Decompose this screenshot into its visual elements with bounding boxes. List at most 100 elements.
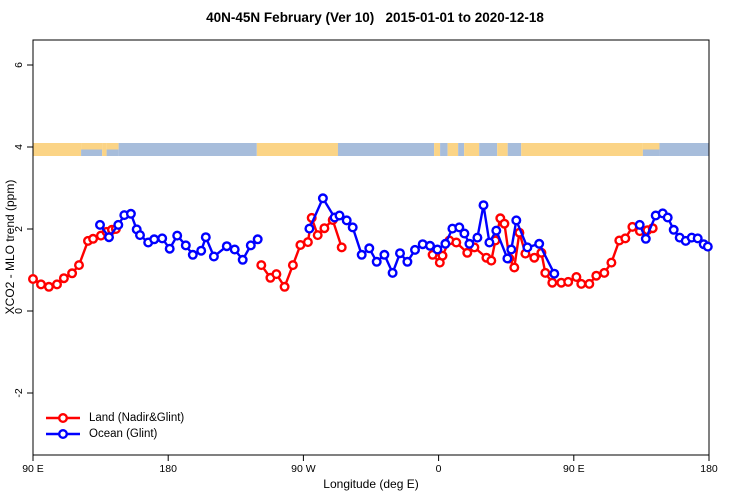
land-data-point: [606, 257, 617, 268]
map-strip-segment: [497, 143, 508, 156]
ocean-data-point: [371, 256, 382, 267]
ocean-data-point: [187, 249, 198, 260]
ocean-data-point: [304, 223, 315, 234]
ocean-data-point: [172, 230, 183, 241]
map-strip-segment: [81, 149, 103, 156]
land-data-point: [312, 230, 323, 241]
ocean-data-point: [668, 224, 679, 235]
legend-label: Land (Nadir&Glint): [89, 412, 185, 424]
land-data-point: [58, 273, 69, 284]
ocean-data-point: [506, 244, 517, 255]
land-data-point: [547, 277, 558, 288]
ocean-data-point: [356, 249, 367, 260]
land-data-point: [88, 233, 99, 244]
y-tick-label: 6: [13, 62, 25, 68]
ocean-data-point: [334, 210, 345, 221]
ocean-data-point: [464, 238, 475, 249]
land-data-point: [529, 252, 540, 263]
ocean-data-point: [454, 222, 465, 233]
x-tick-label: 90 W: [291, 463, 316, 475]
map-strip-segment: [642, 149, 660, 156]
ocean-data-point: [432, 244, 443, 255]
x-tick-label: 180: [159, 463, 177, 475]
map-strip-segment: [642, 143, 660, 150]
land-data-point: [271, 269, 282, 280]
land-data-point: [620, 233, 631, 244]
ocean-data-point: [395, 248, 406, 259]
x-tick-label: 0: [435, 463, 442, 475]
land-data-point: [36, 279, 47, 290]
map-strip-segment: [102, 143, 107, 156]
map-strip-segment: [33, 143, 82, 156]
y-tick-label: 4: [13, 144, 25, 150]
ocean-data-point: [549, 268, 560, 279]
x-tick-label: 90 E: [22, 463, 44, 475]
land-data-point: [67, 268, 78, 279]
land-data-point: [319, 223, 330, 234]
land-data-point: [43, 281, 54, 292]
ocean-data-point: [180, 240, 191, 251]
ocean-data-point: [522, 242, 533, 253]
map-strip-segment: [447, 143, 459, 156]
ocean-data-point: [317, 193, 328, 204]
ocean-data-point: [125, 208, 136, 219]
ocean-data-point: [341, 215, 352, 226]
land-data-point: [451, 237, 462, 248]
legend-marker-icon: [46, 429, 80, 439]
land-data-point: [591, 270, 602, 281]
land-data-point: [462, 247, 473, 258]
ocean-data-point: [472, 232, 483, 243]
land-data-point: [302, 237, 313, 248]
ocean-data-point: [387, 267, 398, 278]
ocean-data-point: [94, 219, 105, 230]
map-strip-segment: [118, 143, 257, 156]
map-strip-segment: [507, 143, 522, 156]
land-data-point: [256, 260, 267, 271]
map-strip-segment: [458, 143, 465, 156]
ocean-data-point: [157, 233, 168, 244]
legend-marker-icon: [46, 413, 80, 423]
legend-label: Ocean (Glint): [89, 428, 158, 440]
land-data-point: [571, 272, 582, 283]
land-data-point: [28, 274, 39, 285]
ocean-data-point: [364, 243, 375, 254]
land-data-point: [437, 250, 448, 261]
ocean-data-point: [245, 240, 256, 251]
map-strip-segment: [434, 143, 441, 156]
land-data-point: [563, 276, 574, 287]
land-data-point: [279, 281, 290, 292]
map-strip-segment: [106, 143, 119, 150]
ocean-data-point: [229, 244, 240, 255]
land-data-point: [499, 218, 510, 229]
map-strip-segment: [81, 143, 103, 150]
ocean-data-point: [402, 256, 413, 267]
y-axis-label: XCO2 - MLO trend (ppm): [3, 179, 17, 315]
map-strip-segment: [337, 143, 435, 156]
land-data-point: [486, 255, 497, 266]
ocean-data-point: [440, 238, 451, 249]
ocean-data-point: [425, 240, 436, 251]
x-tick-label: 180: [700, 463, 718, 475]
legend-item: Ocean (Glint): [46, 426, 184, 442]
map-strip-segment: [479, 143, 498, 156]
map-strip-segment: [440, 143, 448, 156]
ocean-data-point: [502, 253, 513, 264]
ocean-data-point: [484, 237, 495, 248]
land-data-point: [584, 278, 595, 289]
land-data-point: [509, 262, 520, 273]
ocean-data-point: [113, 219, 124, 230]
land-data-point: [287, 260, 298, 271]
ocean-data-point: [196, 245, 207, 256]
ocean-data-point: [252, 234, 263, 245]
ocean-data-point: [410, 244, 421, 255]
ocean-data-point: [134, 230, 145, 241]
x-tick-label: 90 E: [562, 463, 585, 475]
ocean-data-point: [221, 241, 232, 252]
ocean-data-point: [164, 243, 175, 254]
ocean-data-point: [208, 251, 219, 262]
ocean-data-point: [149, 234, 160, 245]
ocean-data-point: [379, 249, 390, 260]
ocean-data-point: [511, 215, 522, 226]
